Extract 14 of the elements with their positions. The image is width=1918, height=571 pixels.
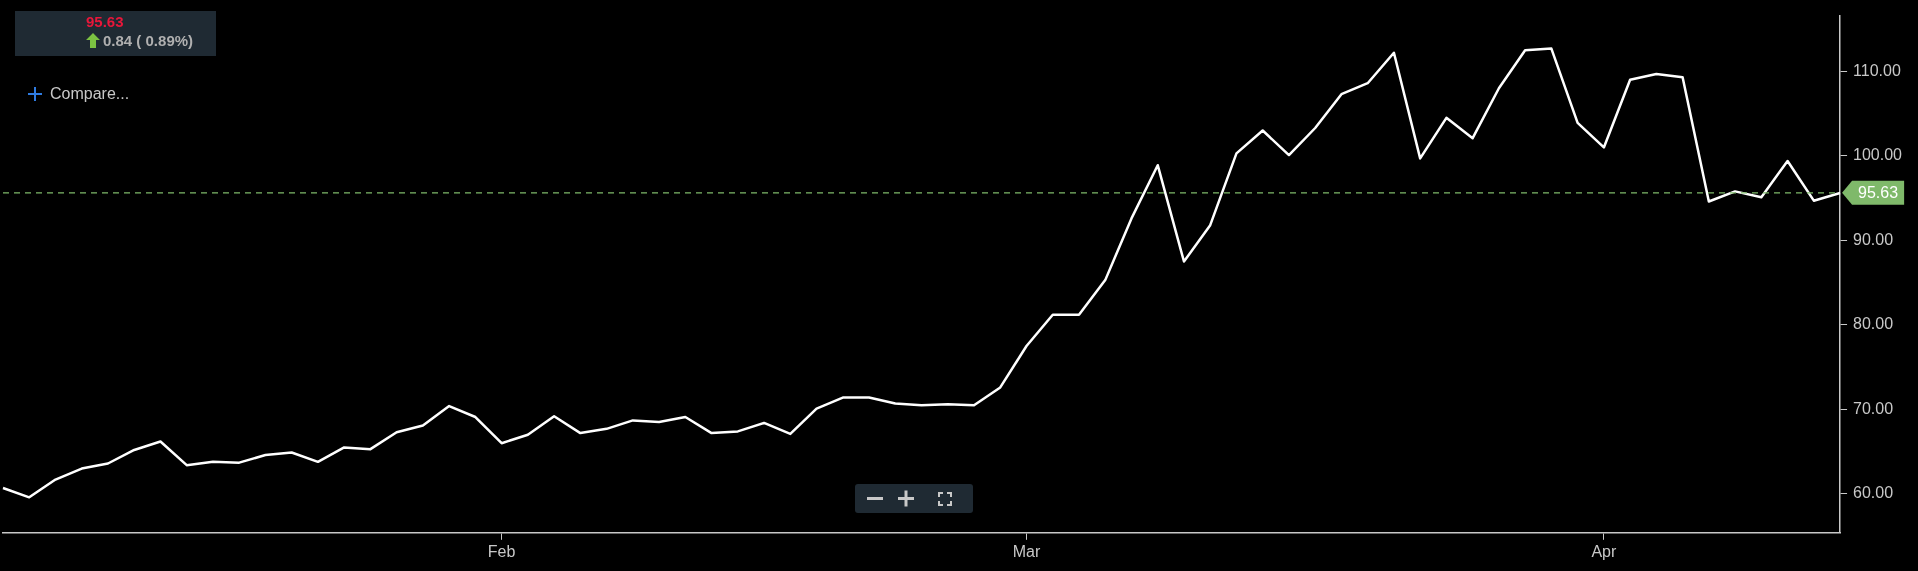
y-tick-label: 60.00: [1853, 484, 1894, 502]
y-tick-label: 90.00: [1853, 230, 1894, 248]
y-tick-label: 100.00: [1853, 146, 1903, 164]
annotation: Compare...: [50, 85, 130, 103]
info-panel: 95.63 0.84 ( 0.89%): [15, 11, 216, 56]
annotation: 0.84 ( 0.89%): [103, 32, 194, 49]
x-tick-label: Mar: [1012, 542, 1041, 560]
x-tick-label: Apr: [1591, 542, 1617, 560]
y-tick-label: 70.00: [1853, 399, 1894, 417]
annotation: 95.63: [86, 13, 124, 30]
ref-line-label: 95.63: [1858, 184, 1899, 202]
y-tick-label: 80.00: [1853, 315, 1894, 333]
x-tick-label: Feb: [487, 542, 516, 560]
y-tick-label: 110.00: [1853, 61, 1901, 79]
